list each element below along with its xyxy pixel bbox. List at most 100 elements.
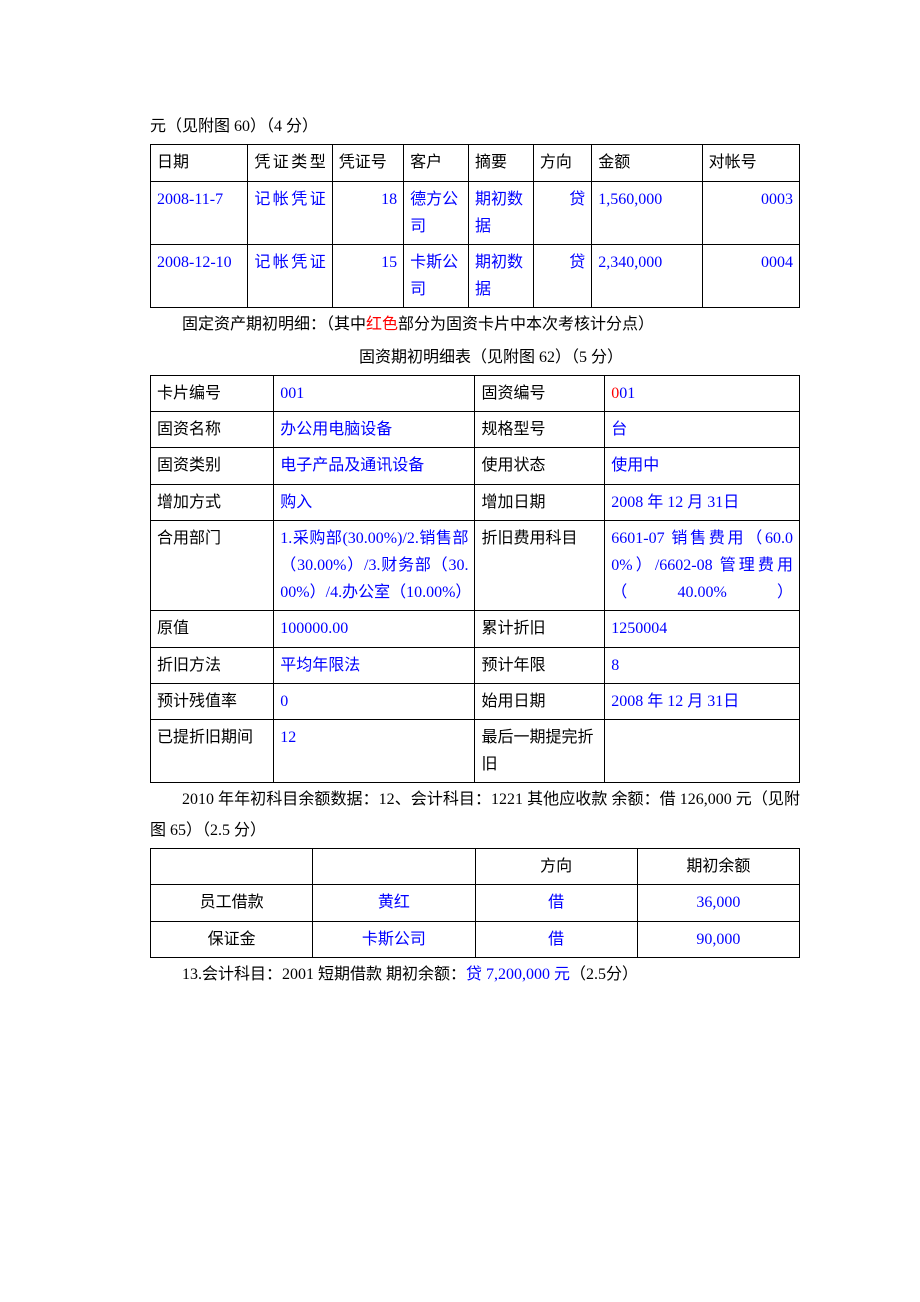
- cell-date: 2008-12-10: [151, 244, 248, 307]
- label-dep-periods: 已提折旧期间: [151, 719, 274, 782]
- intro-red: 红色: [366, 316, 398, 333]
- value-orig-value: 100000.00: [274, 611, 475, 647]
- label-spec: 规格型号: [475, 412, 605, 448]
- label-dep-method: 折旧方法: [151, 647, 274, 683]
- label-card-no: 卡片编号: [151, 376, 274, 412]
- th-dir: 方向: [533, 145, 591, 181]
- value-start-date: 2008 年 12 月 31日: [605, 683, 800, 719]
- label-asset-name: 固资名称: [151, 412, 274, 448]
- label-last-period: 最后一期提完折旧: [475, 719, 605, 782]
- value-spec: 台: [605, 412, 800, 448]
- line-asset-table-title: 固资期初明细表（见附图 62）（5 分）: [150, 343, 800, 373]
- cell-dir: 借: [475, 921, 637, 957]
- table-header-row: 方向 期初余额: [151, 849, 800, 885]
- intro-a: 固定资产期初明细：（其中: [182, 316, 366, 333]
- label-start-date: 始用日期: [475, 683, 605, 719]
- cell-summary: 期初数据: [468, 181, 533, 244]
- value-add-date: 2008 年 12 月 31日: [605, 484, 800, 520]
- label-add-date: 增加日期: [475, 484, 605, 520]
- table-row: 2008-11-7 记帐凭证 18 德方公司 期初数据 贷 1,560,000 …: [151, 181, 800, 244]
- short-loan-b: （2.5分）: [570, 966, 638, 983]
- th-dir: 方向: [475, 849, 637, 885]
- label-orig-value: 原值: [151, 611, 274, 647]
- value-est-years: 8: [605, 647, 800, 683]
- value-dep-method: 平均年限法: [274, 647, 475, 683]
- intro-b: 部分为固资卡片中本次考核计分点）: [398, 316, 654, 333]
- cell-vno: 18: [332, 181, 403, 244]
- cell-date: 2008-11-7: [151, 181, 248, 244]
- label-category: 固资类别: [151, 448, 274, 484]
- cell-dir: 借: [475, 885, 637, 921]
- value-status: 使用中: [605, 448, 800, 484]
- value-dep-subject: 6601-07 销售费用（60.00%）/6602-08 管理费用（40.00%…: [605, 520, 800, 611]
- cell-amount: 36,000: [637, 885, 799, 921]
- value-card-no: 001: [274, 376, 475, 412]
- cell-amount: 2,340,000: [592, 244, 702, 307]
- cell-dir: 贷: [533, 244, 591, 307]
- table-other-receivable: 方向 期初余额 员工借款 黄红 借 36,000 保证金 卡斯公司 借 90,0…: [150, 848, 800, 958]
- th-blank1: [151, 849, 313, 885]
- value-accum-dep: 1250004: [605, 611, 800, 647]
- th-customer: 客户: [404, 145, 469, 181]
- table-row: 折旧方法 平均年限法 预计年限 8: [151, 647, 800, 683]
- cell-vno: 15: [332, 244, 403, 307]
- label-residual: 预计残值率: [151, 683, 274, 719]
- cell-cat: 保证金: [151, 921, 313, 957]
- cell-cat: 员工借款: [151, 885, 313, 921]
- cell-acct: 0003: [702, 181, 799, 244]
- value-asset-no: 001: [605, 376, 800, 412]
- value-category: 电子产品及通讯设备: [274, 448, 475, 484]
- table-row: 原值 100000.00 累计折旧 1250004: [151, 611, 800, 647]
- th-vno: 凭证号: [332, 145, 403, 181]
- cell-vtype: 记帐凭证: [248, 244, 332, 307]
- short-loan-blue: 贷 7,200,000 元: [466, 966, 570, 983]
- table-row: 已提折旧期间 12 最后一期提完折旧: [151, 719, 800, 782]
- cell-amount: 1,560,000: [592, 181, 702, 244]
- th-vtype: 凭证类型: [248, 145, 332, 181]
- value-dept: 1.采购部(30.00%)/2.销售部（30.00%）/3.财务部（30.00%…: [274, 520, 475, 611]
- cell-acct: 0004: [702, 244, 799, 307]
- th-acct: 对帐号: [702, 145, 799, 181]
- th-amount: 金额: [592, 145, 702, 181]
- table-header-row: 日期 凭证类型 凭证号 客户 摘要 方向 金额 对帐号: [151, 145, 800, 181]
- table-row: 固资名称 办公用电脑设备 规格型号 台: [151, 412, 800, 448]
- th-blank2: [313, 849, 475, 885]
- table-row: 合用部门 1.采购部(30.00%)/2.销售部（30.00%）/3.财务部（3…: [151, 520, 800, 611]
- label-est-years: 预计年限: [475, 647, 605, 683]
- value-asset-name: 办公用电脑设备: [274, 412, 475, 448]
- line-2010-balance: 2010 年年初科目余额数据：12、会计科目：1221 其他应收款 余额：借 1…: [150, 785, 800, 846]
- cell-vtype: 记帐凭证: [248, 181, 332, 244]
- th-summary: 摘要: [468, 145, 533, 181]
- label-status: 使用状态: [475, 448, 605, 484]
- value-residual: 0: [274, 683, 475, 719]
- line-attachment60: 元（见附图 60）（4 分）: [150, 112, 800, 142]
- table-row: 预计残值率 0 始用日期 2008 年 12 月 31日: [151, 683, 800, 719]
- label-asset-no: 固资编号: [475, 376, 605, 412]
- table-voucher: 日期 凭证类型 凭证号 客户 摘要 方向 金额 对帐号 2008-11-7 记帐…: [150, 144, 800, 308]
- cell-customer: 卡斯公司: [404, 244, 469, 307]
- cell-summary: 期初数据: [468, 244, 533, 307]
- label-accum-dep: 累计折旧: [475, 611, 605, 647]
- line-fixed-asset-intro: 固定资产期初明细：（其中红色部分为固资卡片中本次考核计分点）: [150, 310, 800, 340]
- label-dep-subject: 折旧费用科目: [475, 520, 605, 611]
- table-row: 增加方式 购入 增加日期 2008 年 12 月 31日: [151, 484, 800, 520]
- th-date: 日期: [151, 145, 248, 181]
- table-row: 保证金 卡斯公司 借 90,000: [151, 921, 800, 957]
- label-dept: 合用部门: [151, 520, 274, 611]
- table-row: 卡片编号 001 固资编号 001: [151, 376, 800, 412]
- cell-name: 黄红: [313, 885, 475, 921]
- cell-dir: 贷: [533, 181, 591, 244]
- cell-customer: 德方公司: [404, 181, 469, 244]
- asset-no-rest: 01: [619, 385, 635, 402]
- label-add-method: 增加方式: [151, 484, 274, 520]
- table-row: 固资类别 电子产品及通讯设备 使用状态 使用中: [151, 448, 800, 484]
- value-dep-periods: 12: [274, 719, 475, 782]
- table-fixed-asset: 卡片编号 001 固资编号 001 固资名称 办公用电脑设备 规格型号 台 固资…: [150, 375, 800, 783]
- table-row: 2008-12-10 记帐凭证 15 卡斯公司 期初数据 贷 2,340,000…: [151, 244, 800, 307]
- value-last-period: [605, 719, 800, 782]
- th-opening: 期初余额: [637, 849, 799, 885]
- line-short-loan: 13.会计科目：2001 短期借款 期初余额：贷 7,200,000 元（2.5…: [150, 960, 800, 990]
- cell-name: 卡斯公司: [313, 921, 475, 957]
- table-row: 员工借款 黄红 借 36,000: [151, 885, 800, 921]
- cell-amount: 90,000: [637, 921, 799, 957]
